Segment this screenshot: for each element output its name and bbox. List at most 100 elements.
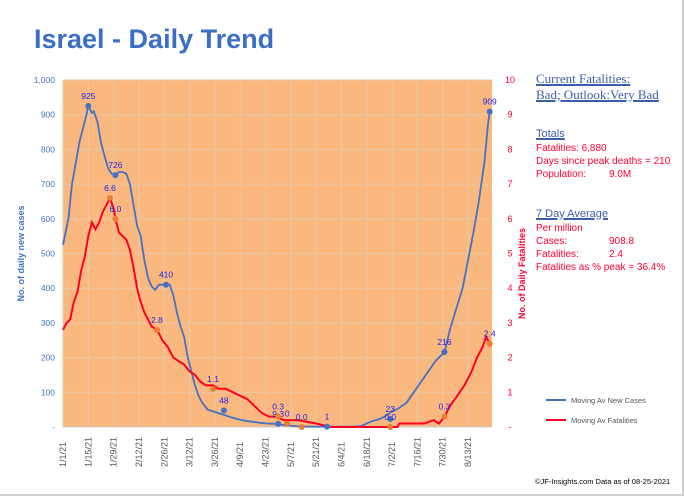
y2-tick-label: 2 bbox=[507, 353, 512, 363]
average-heading: 7 Day Average bbox=[536, 208, 608, 220]
y-tick-label: 400 bbox=[41, 283, 55, 293]
footer-credit: ©JF-Insights.com Data as of 08-25-2021 bbox=[535, 477, 671, 486]
y2-tick-label: 1 bbox=[507, 387, 512, 397]
status-line-1: Current Fatalities: bbox=[536, 71, 631, 86]
data-point-marker bbox=[275, 413, 282, 420]
y-tick-label: - bbox=[52, 422, 55, 432]
population-label: Population: bbox=[536, 169, 587, 180]
x-tick-label: 2/12/21 bbox=[134, 437, 144, 467]
y-tick-label: 200 bbox=[41, 353, 55, 363]
data-point-marker bbox=[85, 103, 92, 110]
data-label: 6.6 bbox=[104, 183, 116, 193]
data-label: 0.3 bbox=[272, 402, 284, 412]
y2-tick-label: 3 bbox=[507, 318, 512, 328]
average-block: 7 Day Average Per million Cases: 908.8 Fa… bbox=[536, 208, 665, 274]
totals-block: Totals Fatalities: 6,880 Days since peak… bbox=[536, 128, 670, 181]
x-tick-label: 4/9/21 bbox=[235, 442, 245, 467]
y2-tick-label: 5 bbox=[507, 249, 512, 259]
data-point-marker bbox=[112, 215, 119, 222]
data-point-marker bbox=[112, 172, 119, 179]
fatalities-line bbox=[62, 195, 491, 428]
y2-tick-label: 8 bbox=[507, 144, 512, 154]
data-label: 726 bbox=[108, 160, 122, 170]
data-point-marker bbox=[441, 349, 448, 356]
days-since-peak: Days since peak deaths = 210 bbox=[536, 156, 671, 167]
data-point-marker bbox=[486, 340, 493, 347]
x-tick-label: 2/26/21 bbox=[159, 437, 169, 467]
y-tick-label: 100 bbox=[41, 387, 55, 397]
x-tick-label: 7/30/21 bbox=[438, 437, 448, 467]
y-tick-label: 300 bbox=[41, 318, 55, 328]
data-point-marker bbox=[154, 326, 161, 333]
data-point-marker bbox=[107, 194, 114, 201]
x-tick-label: 7/2/21 bbox=[387, 442, 397, 467]
y2-tick-label: 10 bbox=[505, 75, 515, 85]
legend-label: Moving Av Fatalities bbox=[571, 416, 638, 425]
data-label: 216 bbox=[437, 337, 451, 347]
avg-cases-label: Cases: bbox=[536, 236, 568, 247]
status-line-2: Bad; Outlook:Very Bad bbox=[536, 87, 659, 102]
x-tick-label: 1/15/21 bbox=[83, 437, 93, 467]
data-point-marker bbox=[298, 424, 305, 430]
data-point-marker bbox=[220, 407, 227, 414]
y2-tick-label: 9 bbox=[507, 110, 512, 120]
data-point-marker bbox=[387, 416, 394, 423]
data-point-marker bbox=[210, 385, 217, 392]
x-tick-label: 6/4/21 bbox=[336, 442, 346, 467]
x-tick-label: 8/13/21 bbox=[463, 437, 473, 467]
y2-tick-label: 7 bbox=[507, 179, 512, 189]
y-axis-title: No. of daily new cases bbox=[16, 205, 26, 301]
data-point-marker bbox=[323, 423, 330, 430]
page-title: Israel - Daily Trend bbox=[34, 24, 275, 54]
data-label: 0.0 bbox=[384, 412, 396, 422]
data-label: 1.1 bbox=[207, 374, 219, 384]
x-tick-label: 3/26/21 bbox=[210, 437, 220, 467]
data-point-marker bbox=[387, 424, 394, 430]
y-tick-label: 700 bbox=[41, 179, 55, 189]
x-tick-label: 5/21/21 bbox=[311, 437, 321, 467]
data-label: 48 bbox=[219, 395, 229, 405]
avg-fatalities-value: 2.4 bbox=[609, 249, 623, 260]
data-point-marker bbox=[486, 108, 493, 115]
cases-line bbox=[62, 103, 491, 428]
data-label: 23 bbox=[386, 404, 396, 414]
population-value: 9.0M bbox=[609, 169, 632, 180]
legend-label: Moving Av New Cases bbox=[571, 396, 646, 405]
x-tick-label: 7/16/21 bbox=[412, 437, 422, 467]
per-million-label: Per million bbox=[536, 223, 583, 234]
data-label: 909 bbox=[483, 97, 497, 107]
fatalities-pct-peak: Fatalities as % peak = 36.4% bbox=[536, 262, 666, 273]
totals-heading: Totals bbox=[536, 128, 565, 140]
data-label: 1 bbox=[325, 412, 330, 422]
y2-tick-label: - bbox=[509, 422, 512, 432]
y2-axis-title: No. of Daily Fatalities bbox=[517, 228, 527, 319]
data-label: 0 bbox=[285, 409, 290, 419]
data-label: 2.8 bbox=[151, 315, 163, 325]
data-label: 0.3 bbox=[439, 402, 451, 412]
data-label: 2.4 bbox=[484, 329, 496, 339]
x-tick-label: 4/23/21 bbox=[261, 437, 271, 467]
x-tick-label: 5/7/21 bbox=[286, 442, 296, 467]
y2-tick-label: 6 bbox=[507, 214, 512, 224]
total-fatalities: Fatalities: 6,880 bbox=[536, 143, 607, 154]
data-point-marker bbox=[284, 420, 291, 427]
x-tick-label: 1/29/21 bbox=[109, 437, 119, 467]
avg-fatalities-label: Fatalities: bbox=[536, 249, 579, 260]
data-label: 0.0 bbox=[296, 412, 308, 422]
data-point-marker bbox=[275, 420, 282, 427]
y-tick-label: 1,000 bbox=[34, 75, 56, 85]
data-label: 925 bbox=[81, 91, 95, 101]
y-tick-label: 500 bbox=[41, 249, 55, 259]
data-label: 410 bbox=[159, 270, 173, 280]
x-tick-label: 6/18/21 bbox=[362, 437, 372, 467]
x-tick-label: 3/12/21 bbox=[185, 437, 195, 467]
data-label: 6.0 bbox=[110, 204, 122, 214]
y-tick-label: 900 bbox=[41, 110, 55, 120]
status-block: Current Fatalities: Bad; Outlook:Very Ba… bbox=[536, 71, 659, 103]
x-tick-label: 1/1/21 bbox=[58, 442, 68, 467]
y-tick-label: 800 bbox=[41, 144, 55, 154]
avg-cases-value: 908.8 bbox=[609, 236, 635, 247]
data-point-marker bbox=[441, 413, 448, 420]
